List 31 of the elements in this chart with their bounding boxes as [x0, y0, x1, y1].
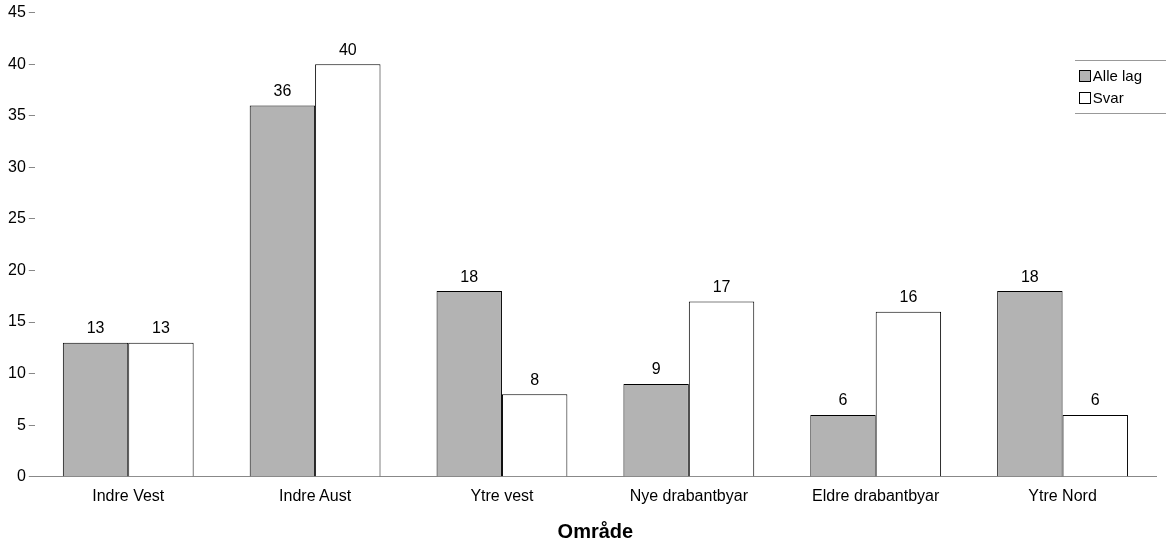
y-tick-label: 15 [8, 312, 26, 330]
data-label: 13 [86, 319, 105, 337]
data-label: 40 [338, 40, 357, 58]
data-label: 18 [1020, 267, 1039, 285]
data-label: 6 [838, 391, 848, 409]
y-tick-label: 40 [8, 54, 26, 72]
data-label: 17 [712, 277, 731, 295]
y-tick-label: 0 [16, 467, 26, 485]
data-label: 8 [530, 370, 540, 388]
x-tick-label: Indre Vest [92, 486, 165, 504]
y-tick-label: 10 [8, 364, 26, 382]
x-axis-title: Område [557, 519, 634, 542]
legend-label: Alle lag [1092, 66, 1142, 86]
data-label: 13 [152, 319, 170, 337]
data-label: 18 [460, 267, 479, 285]
y-tick-label: 25 [8, 209, 26, 227]
y-tick-label: 20 [8, 260, 26, 278]
x-tick-label: Ytre vest [470, 486, 535, 504]
x-tick-label: Indre Aust [279, 486, 352, 504]
y-tick-label: 30 [8, 157, 26, 175]
x-tick-label: Ytre Nord [1028, 486, 1097, 504]
x-tick-label: Eldre drabantbyar [812, 486, 940, 504]
data-label: 16 [899, 288, 918, 306]
y-tick-label: 5 [16, 415, 26, 433]
x-tick-label: Nye drabantbyar [629, 486, 749, 504]
text: Svar [1092, 88, 1124, 108]
y-tick-label: 35 [8, 106, 26, 124]
data-label: 36 [273, 81, 292, 99]
y-tick-label: 45 [8, 3, 26, 21]
data-label: 6 [1090, 391, 1100, 409]
data-label: 9 [651, 360, 661, 378]
